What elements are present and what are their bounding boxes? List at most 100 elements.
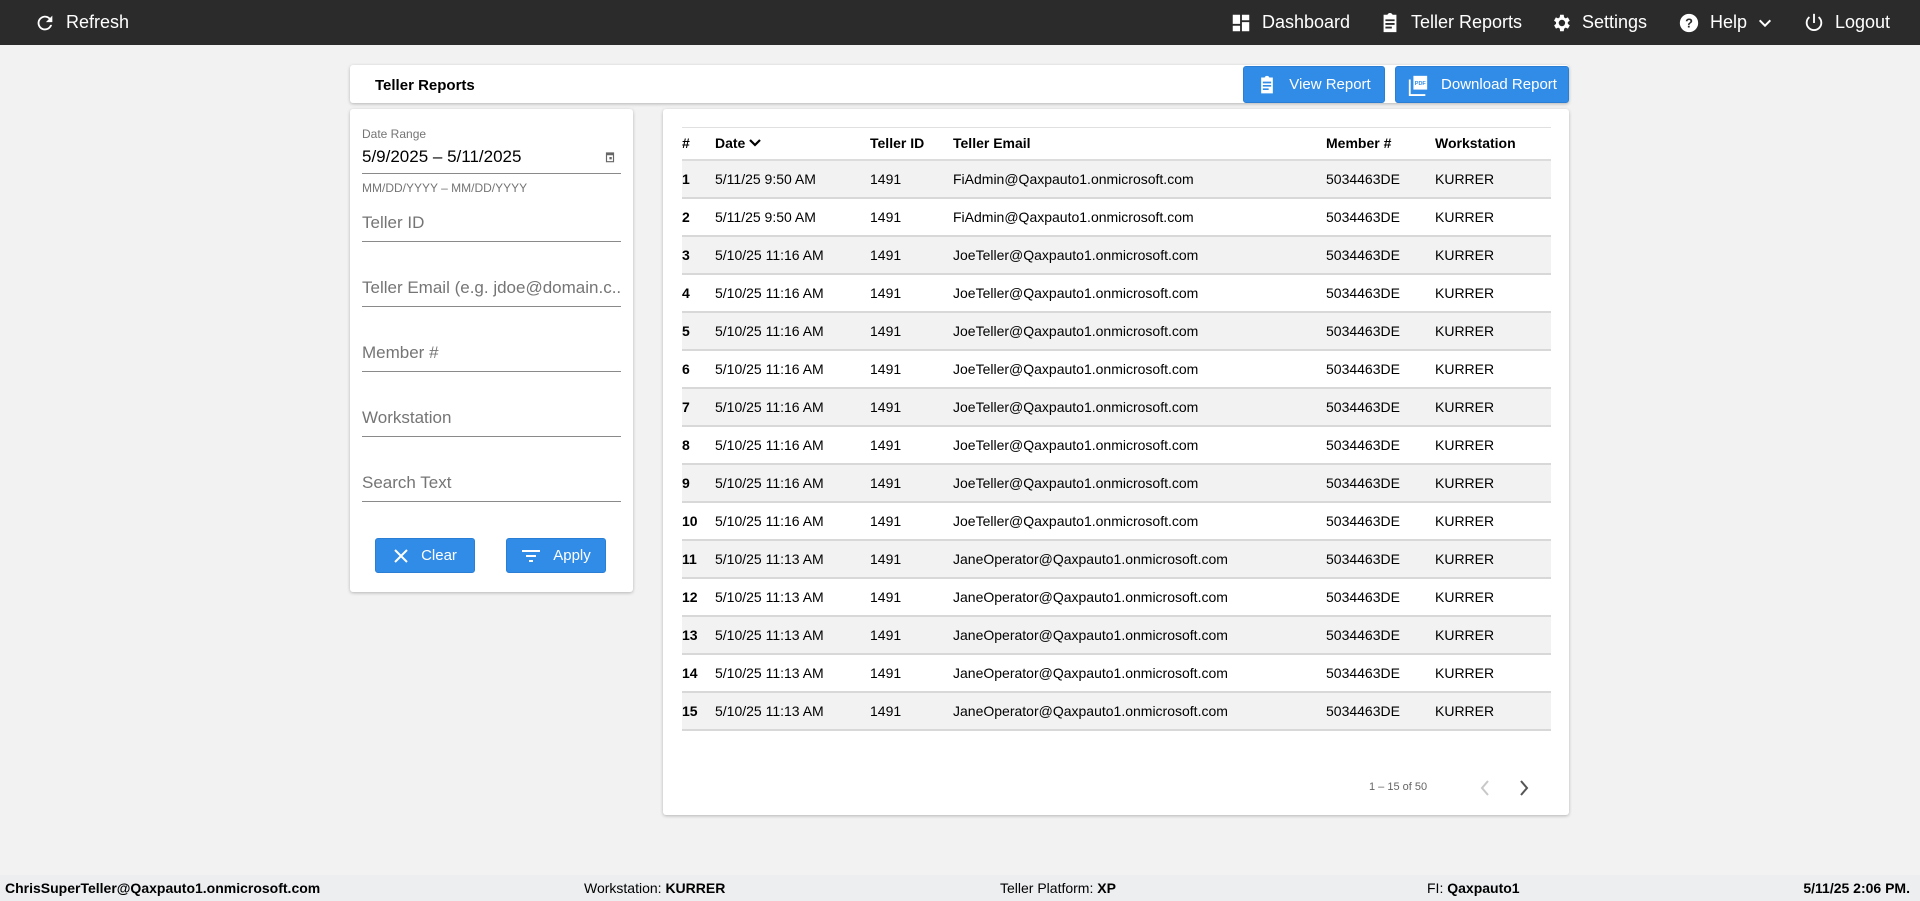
table-row[interactable]: 1 5/11/25 9:50 AM 1491 FiAdmin@Qaxpauto1.on…	[682, 159, 1551, 199]
column-header[interactable]: Teller Email	[953, 127, 1326, 161]
date-range-input[interactable]: 5/9/2025 – 5/11/2025	[362, 147, 621, 174]
table-cell: JoeTeller@Qaxpauto1.onmicrosoft.com	[953, 349, 1326, 389]
member-input[interactable]	[362, 343, 621, 363]
table-row[interactable]: 10 5/10/25 11:16 AM 1491 JoeTeller@Qaxpauto…	[682, 501, 1551, 541]
workstation-input[interactable]	[362, 408, 621, 428]
table-cell: 7	[682, 387, 715, 427]
table-cell: 5/10/25 11:16 AM	[715, 311, 870, 351]
refresh-button[interactable]: Refresh	[34, 0, 129, 45]
column-header[interactable]: Teller ID	[870, 127, 953, 161]
table-cell: 1491	[870, 349, 953, 389]
table-row[interactable]: 13 5/10/25 11:13 AM 1491 JaneOperator@Qaxpa…	[682, 615, 1551, 655]
calendar-icon[interactable]	[603, 150, 617, 164]
view-report-label: View Report	[1289, 76, 1371, 93]
table-cell: 5/10/25 11:13 AM	[715, 539, 870, 579]
table-cell: KURRER	[1435, 691, 1551, 731]
pdf-icon: PDF	[1408, 75, 1428, 96]
status-bar: ChrisSuperTeller@Qaxpauto1.onmicrosoft.c…	[0, 875, 1920, 901]
table-cell: 5034463DE	[1326, 273, 1435, 313]
table-cell: 6	[682, 349, 715, 389]
column-header-label: Teller ID	[870, 135, 925, 152]
table-cell: 5034463DE	[1326, 615, 1435, 655]
search-text-field[interactable]	[362, 473, 621, 502]
nav-help[interactable]: ? Help	[1678, 0, 1773, 45]
teller-email-input[interactable]	[362, 278, 621, 298]
table-cell: KURRER	[1435, 311, 1551, 351]
clear-label: Clear	[421, 547, 457, 564]
table-row[interactable]: 2 5/11/25 9:50 AM 1491 FiAdmin@Qaxpauto1.on…	[682, 197, 1551, 237]
help-icon: ?	[1679, 13, 1699, 32]
svg-text:?: ?	[1685, 15, 1693, 30]
download-report-button[interactable]: PDF Download Report	[1395, 66, 1569, 103]
teller-id-field[interactable]	[362, 213, 621, 242]
table-cell: 9	[682, 463, 715, 503]
logout-button[interactable]: Logout	[1803, 0, 1890, 45]
table-cell: 1491	[870, 501, 953, 541]
table-cell: 1491	[870, 159, 953, 199]
column-header: #	[682, 127, 715, 161]
table-cell: KURRER	[1435, 539, 1551, 579]
footer-fi-label: FI:	[1427, 880, 1444, 896]
column-header[interactable]: Member #	[1326, 127, 1435, 161]
top-nav-bar: Refresh Dashboard Teller Reports Setting…	[0, 0, 1920, 45]
nav-settings[interactable]: Settings	[1550, 0, 1647, 45]
table-cell: JoeTeller@Qaxpauto1.onmicrosoft.com	[953, 425, 1326, 465]
table-cell: FiAdmin@Qaxpauto1.onmicrosoft.com	[953, 197, 1326, 237]
table-cell: 5034463DE	[1326, 159, 1435, 199]
column-header[interactable]: Workstation	[1435, 127, 1551, 161]
table-cell: 1	[682, 159, 715, 199]
teller-id-input[interactable]	[362, 213, 621, 233]
clipboard-icon	[1383, 12, 1397, 32]
table-cell: KURRER	[1435, 349, 1551, 389]
filter-icon	[522, 549, 541, 562]
table-row[interactable]: 8 5/10/25 11:16 AM 1491 JoeTeller@Qaxpauto1…	[682, 425, 1551, 465]
chevron-left-icon[interactable]	[1478, 779, 1492, 797]
table-cell: 5034463DE	[1326, 311, 1435, 351]
nav-teller-reports[interactable]: Teller Reports	[1379, 0, 1522, 45]
member-field[interactable]	[362, 343, 621, 372]
view-report-button[interactable]: View Report	[1243, 66, 1385, 103]
sort-desc-icon	[749, 139, 762, 147]
table-cell: KURRER	[1435, 577, 1551, 617]
table-cell: 5034463DE	[1326, 501, 1435, 541]
table-cell: 1491	[870, 387, 953, 427]
nav-dashboard[interactable]: Dashboard	[1230, 0, 1350, 45]
table-row[interactable]: 15 5/10/25 11:13 AM 1491 JaneOperator@Qaxpa…	[682, 691, 1551, 731]
table-row[interactable]: 7 5/10/25 11:16 AM 1491 JoeTeller@Qaxpauto1…	[682, 387, 1551, 427]
table-cell: 8	[682, 425, 715, 465]
teller-email-field[interactable]	[362, 278, 621, 307]
table-cell: KURRER	[1435, 387, 1551, 427]
table-cell: 15	[682, 691, 715, 731]
table-cell: JoeTeller@Qaxpauto1.onmicrosoft.com	[953, 463, 1326, 503]
table-cell: 5034463DE	[1326, 463, 1435, 503]
table-cell: 1491	[870, 615, 953, 655]
table-cell: 12	[682, 577, 715, 617]
table-cell: 1491	[870, 273, 953, 313]
table-cell: 1491	[870, 539, 953, 579]
table-row[interactable]: 11 5/10/25 11:13 AM 1491 JaneOperator@Qaxpa…	[682, 539, 1551, 579]
chevron-right-icon[interactable]	[1517, 779, 1531, 797]
chevron-down-icon	[1758, 19, 1772, 27]
table-cell: 1491	[870, 425, 953, 465]
clipboard-icon	[1261, 75, 1274, 93]
table-row[interactable]: 14 5/10/25 11:13 AM 1491 JaneOperator@Qaxpa…	[682, 653, 1551, 693]
date-range-hint: MM/DD/YYYY – MM/DD/YYYY	[362, 181, 528, 195]
table-row[interactable]: 9 5/10/25 11:16 AM 1491 JoeTeller@Qaxpauto1…	[682, 463, 1551, 503]
column-header-label: Member #	[1326, 135, 1392, 152]
table-row[interactable]: 3 5/10/25 11:16 AM 1491 JoeTeller@Qaxpauto1…	[682, 235, 1551, 275]
table-cell: KURRER	[1435, 463, 1551, 503]
table-row[interactable]: 4 5/10/25 11:16 AM 1491 JoeTeller@Qaxpauto1…	[682, 273, 1551, 313]
refresh-label: Refresh	[66, 12, 130, 32]
apply-button[interactable]: Apply	[506, 538, 606, 573]
table-row[interactable]: 6 5/10/25 11:16 AM 1491 JoeTeller@Qaxpauto1…	[682, 349, 1551, 389]
table-row[interactable]: 12 5/10/25 11:13 AM 1491 JaneOperator@Qaxpa…	[682, 577, 1551, 617]
table-cell: 5/10/25 11:13 AM	[715, 615, 870, 655]
workstation-field[interactable]	[362, 408, 621, 437]
table-row[interactable]: 5 5/10/25 11:16 AM 1491 JoeTeller@Qaxpauto1…	[682, 311, 1551, 351]
table-cell: KURRER	[1435, 425, 1551, 465]
table-cell: 5	[682, 311, 715, 351]
column-header[interactable]: Date	[715, 127, 870, 161]
clear-button[interactable]: Clear	[375, 538, 475, 573]
search-text-input[interactable]	[362, 473, 621, 493]
table-cell: 1491	[870, 235, 953, 275]
